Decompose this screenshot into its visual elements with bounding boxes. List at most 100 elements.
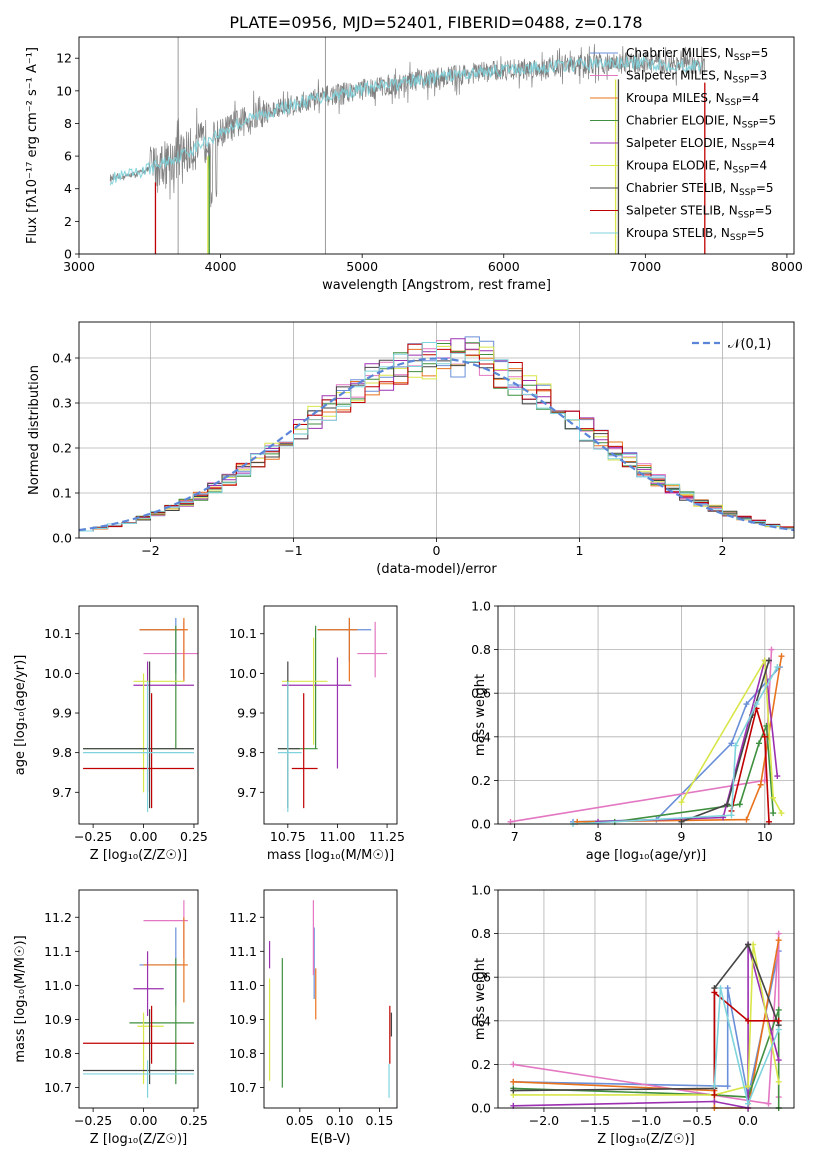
axes-frame [263,605,398,825]
panel-5: 7 8 9 10 0.0 0.2 0.4 0.6 0.8 1.0 age [log₁₀(age/yr… [471,599,795,863]
y-tick-label: 0.6 [471,970,491,985]
y-axis-label: mass weight [473,674,488,756]
data-point [775,930,782,937]
data-point [510,1061,517,1068]
y-tick-label: 0.4 [471,729,491,744]
data-point [732,742,739,749]
data-point [745,1017,752,1024]
errorbar-salpeter-stelib [291,693,318,809]
y-tick-label: 11.2 [44,910,72,925]
y-tick-label: 11.0 [44,978,72,993]
errorbar-kroupa-stelib [277,681,302,813]
y-tick-label: 2 [64,214,72,229]
x-axis-label: E(B-V) [310,1132,350,1147]
y-tick-label: 10.7 [44,1080,72,1095]
data-point [724,985,731,992]
data-point [765,657,772,664]
data-point [724,1083,731,1090]
data-point [753,701,760,708]
data-point [510,1087,517,1094]
data-point [510,1078,517,1085]
x-axis-label: (data-model)/error [376,562,497,577]
series-line [681,660,770,823]
legend-label: Chabrier MILES, NSSP=5 [626,46,768,63]
x-tick-label: 0.25 [180,829,208,844]
y-tick-label: 0.0 [471,1101,491,1116]
y-axis-label: Normed distribution [27,365,42,495]
x-tick-label: 4000 [205,259,237,274]
series-kroupa-miles [574,653,785,825]
x-tick-label: 6000 [488,259,520,274]
data-point [765,1100,772,1107]
series-chabrier-elodie [611,722,777,825]
axes-frame [497,889,795,1109]
errorbar-chabrier-elodie [277,625,318,750]
errorbar-kroupa-miles [143,917,188,1003]
data-point [728,812,735,819]
y-tick-label: 4 [64,181,72,196]
x-tick-label: 10 [757,829,773,844]
x-tick-label: 0.0 [738,1113,758,1128]
x-tick-label: −2 [141,543,159,558]
x-tick-label: 10.75 [270,829,306,844]
data-point [745,1083,752,1090]
y-tick-label: 10.7 [229,1080,257,1095]
y-tick-label: 0.2 [52,441,72,456]
y-axis-label: mass [log₁₀(M/M☉)] [13,935,28,1062]
data-point [775,1017,782,1024]
axes-frame [263,889,398,1109]
errorbar-kroupa-miles [317,617,358,682]
y-tick-label: 11.2 [229,910,257,925]
y-axis-label: mass weight [473,958,488,1040]
errorbar-chabrier-stelib [83,661,194,809]
x-tick-label: 8 [594,829,602,844]
x-tick-label: 11.00 [320,829,356,844]
y-tick-label: 9.8 [237,745,257,760]
data-point [678,799,685,806]
legend-label: Kroupa MILES, NSSP=4 [626,91,759,108]
x-axis-label: age [log₁₀(age/yr)] [586,848,707,863]
y-tick-label: 0 [64,247,72,262]
data-point [745,1100,752,1107]
x-tick-label: 0 [433,543,441,558]
errorbar-kroupa-elodie [281,637,328,745]
y-tick-label: 9.7 [237,785,257,800]
x-axis-label: Z [log₁₀(Z/Z☉)] [90,1132,187,1147]
series-salpeter-stelib [711,989,782,1098]
legend-label: 𝒩(0,1) [728,337,771,352]
y-tick-label: 11.0 [229,978,257,993]
panel-8: −2.0 −1.5 −1.0 −0.5 0.0 0.0 0.2 0.4 0.6 0.8 1.0 Z [… [471,883,795,1147]
legend-label: Salpeter MILES, NSSP=3 [626,69,767,86]
data-point [774,664,781,671]
data-point [717,985,724,992]
y-tick-label: 8 [64,116,72,131]
data-point [745,941,752,948]
legend-label: Salpeter STELIB, NSSP=5 [626,204,772,221]
errorbar-chabrier-elodie [129,958,194,1085]
y-tick-label: 0.8 [471,642,491,657]
data-point [711,989,718,996]
errorbar-chabrier-miles [317,617,372,662]
y-axis-label: age [log₁₀(age/yr)] [13,655,28,776]
x-tick-label: 5000 [346,259,378,274]
legend-label: Chabrier STELIB, NSSP=5 [626,181,774,198]
errorbar-salpeter-stelib [83,693,194,809]
x-axis-label: wavelength [Angstrom, rest frame] [322,278,551,293]
series-line [713,990,779,1095]
y-tick-label: 11.1 [44,944,72,959]
y-tick-label: 10 [56,83,72,98]
panel-7: 0.05 0.10 0.15 10.7 10.8 10.9 11.0 11.1 11.2 E(B-… [229,889,398,1147]
x-tick-label: 8000 [771,259,803,274]
data-point [775,937,782,944]
x-tick-label: 3000 [63,259,95,274]
data-point [778,653,785,660]
y-tick-label: 12 [56,51,72,66]
errorbar-kroupa-stelib [83,1060,194,1098]
series-line [572,666,781,823]
series-chabrier-stelib [678,657,772,825]
errorbar-salpeter-miles [143,900,188,959]
series-chabrier-miles [570,664,783,825]
x-tick-label: −0.5 [682,1113,712,1128]
data-point [757,781,764,788]
y-tick-label: 1.0 [471,883,491,898]
